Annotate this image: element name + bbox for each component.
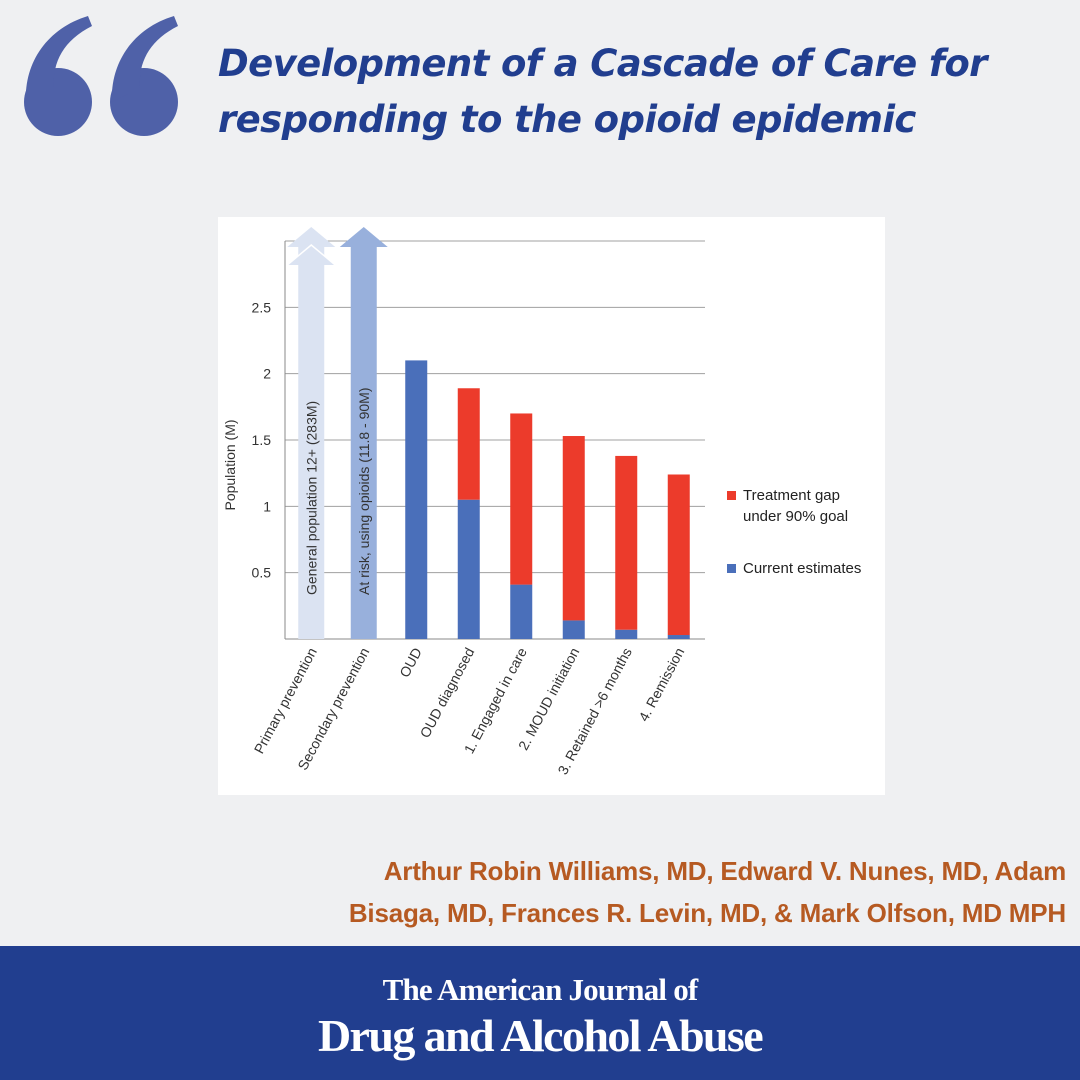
cascade-chart: 0.5 1 1.5 2 2.5 Population (M) General populat… [218, 217, 885, 795]
legend-swatch [727, 564, 736, 573]
y-axis-label: Population (M) [222, 419, 238, 510]
bar-treatment-gap [667, 474, 690, 636]
bar-treatment-gap [615, 455, 638, 630]
bar-current-estimate [510, 584, 533, 639]
bar-treatment-gap [562, 436, 585, 621]
title-line-1: Development of a Cascade of Care for [218, 42, 987, 85]
legend-label: under 90% goal [743, 508, 848, 525]
bar-treatment-gap [457, 388, 480, 500]
arrow-label: General population 12+ (283M) [303, 401, 319, 595]
bar-current-estimate [667, 635, 690, 639]
bar-current-estimate [615, 629, 638, 639]
legend-label: Current estimates [743, 560, 861, 577]
author-list: Arthur Robin Williams, MD, Edward V. Nun… [246, 850, 1066, 934]
title-line-2: responding to the opioid epidemic [218, 98, 916, 141]
x-category-label: OUD [396, 645, 425, 680]
bar-current-estimate [562, 620, 585, 639]
arrow-head-outline [286, 244, 336, 266]
y-tick-label: 1.5 [252, 432, 272, 448]
chart-canvas: 0.5 1 1.5 2 2.5 Population (M) General populat… [222, 227, 861, 777]
x-category-label: 4. Remission [635, 645, 687, 724]
journal-name-prefix: The American Journal of [382, 972, 699, 1007]
journal-name: Drug and Alcohol Abuse [317, 1010, 764, 1061]
bar-current-estimate [457, 499, 480, 639]
bar-current-estimate [405, 360, 428, 639]
legend-label: Treatment gap [743, 487, 840, 504]
y-tick-label: 2.5 [252, 299, 272, 315]
arrow-bar [287, 227, 336, 639]
arrow-bar [339, 227, 388, 639]
y-tick-label: 2 [263, 366, 271, 382]
y-tick-label: 1 [263, 498, 271, 514]
authors-line-2: Bisaga, MD, Frances R. Levin, MD, & Mark… [348, 898, 1066, 928]
x-category-label: OUD diagnosed [417, 645, 478, 740]
open-quote-icon [24, 16, 178, 136]
arrow-head-double [287, 245, 336, 265]
bar-treatment-gap [510, 413, 533, 585]
journal-banner: The American Journal of Drug and Alcohol… [0, 946, 1080, 1080]
legend-swatch [727, 491, 736, 500]
y-tick-label: 0.5 [252, 565, 272, 581]
page-title: Development of a Cascade of Care for res… [218, 36, 1058, 148]
arrow-label: At risk, using opioids (11.8 - 90M) [356, 388, 372, 596]
authors-line-1: Arthur Robin Williams, MD, Edward V. Nun… [383, 856, 1066, 886]
